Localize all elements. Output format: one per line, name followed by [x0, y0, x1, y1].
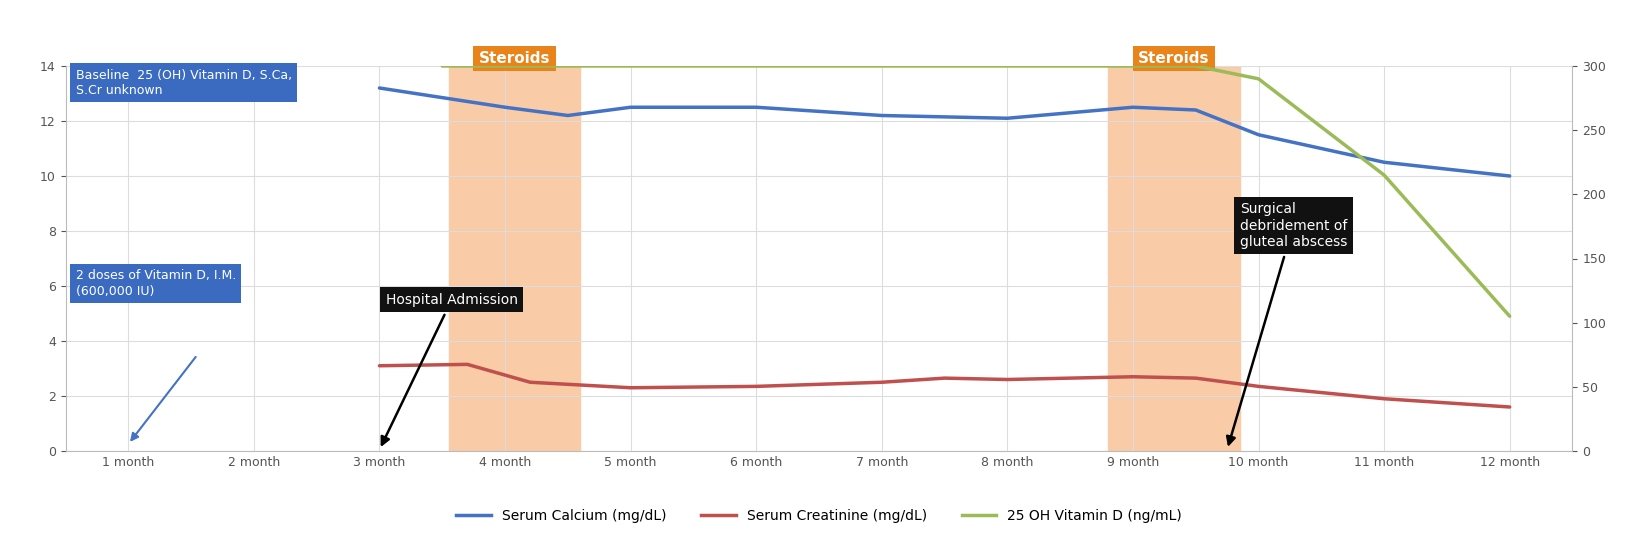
- Text: Steroids: Steroids: [1138, 51, 1209, 66]
- Text: Steroids: Steroids: [478, 51, 550, 66]
- Text: 2 doses of Vitamin D, I.M.
(600,000 IU): 2 doses of Vitamin D, I.M. (600,000 IU): [75, 270, 236, 298]
- Bar: [449, 66, 580, 451]
- Text: Baseline  25 (OH) Vitamin D, S.Ca,
S.Cr unknown: Baseline 25 (OH) Vitamin D, S.Ca, S.Cr u…: [75, 69, 292, 97]
- Legend: Serum Calcium (mg/dL), Serum Creatinine (mg/dL), 25 OH Vitamin D (ng/mL): Serum Calcium (mg/dL), Serum Creatinine …: [450, 504, 1188, 529]
- Bar: [1107, 66, 1240, 451]
- Text: Surgical
debridement of
gluteal abscess: Surgical debridement of gluteal abscess: [1227, 202, 1346, 444]
- Text: Hospital Admission: Hospital Admission: [382, 293, 518, 444]
